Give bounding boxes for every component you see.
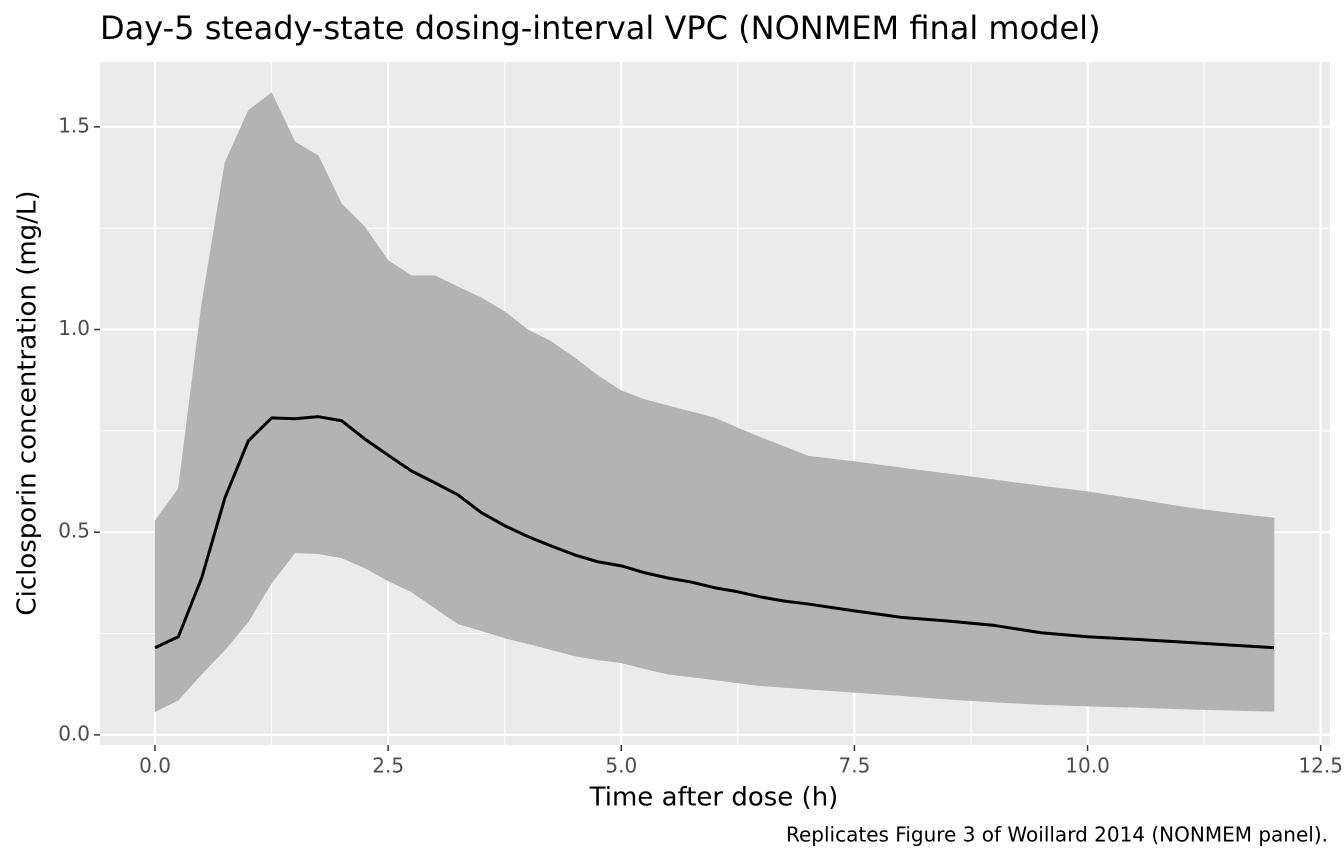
y-axis-title: Ciclosporin concentration (mg/L) [13,190,43,615]
ribbon-segment [854,461,902,696]
chart-title: Day-5 steady-state dosing-interval VPC (… [100,9,1101,47]
y-tick-label: 1.5 [58,113,90,137]
ribbon-segment [714,417,739,684]
ribbon-segment [457,286,482,632]
ribbon-segment [760,437,785,688]
ribbon-segment [900,467,948,700]
ribbon-segment [224,110,249,651]
ribbon-segment [667,405,692,678]
ribbon-segment [1040,485,1088,707]
ribbon-segment [947,473,995,703]
ribbon-segment [784,446,809,690]
ribbon-segment [527,329,552,651]
ribbon-segment [341,203,366,569]
ribbon-segment [247,92,272,623]
ribbon-segment [387,260,412,593]
x-tick-label: 10.0 [1065,754,1110,778]
ribbon-segment [737,427,762,687]
ribbon-segment [481,297,506,639]
y-tick-label: 0.0 [58,721,90,745]
ribbon-segment [1227,512,1275,712]
ribbon-segment [574,357,599,661]
x-tick-label: 7.5 [839,754,871,778]
median-line [154,415,1275,650]
ribbon-segment [1180,506,1228,711]
ribbon-segment [993,479,1042,705]
ribbon-segment [434,275,459,625]
ribbon-segment [807,455,855,693]
ribbon-segment [690,411,715,681]
x-axis-title: Time after dose (h) [589,783,839,813]
ribbon-segment [1087,491,1135,708]
ribbon-segment [364,226,389,582]
x-tick-label: 5.0 [605,754,637,778]
ribbon-segment [317,155,342,559]
ribbon-segment [1133,498,1182,710]
ribbon-segment [154,487,179,713]
ribbon-segment [504,311,529,645]
ribbon-segment [644,399,669,675]
ribbon-segment [620,390,645,670]
caption: Replicates Figure 3 of Woillard 2014 (NO… [786,823,1328,847]
ribbon-segment [271,92,296,584]
x-tick-label: 12.5 [1298,754,1343,778]
x-tick-label: 2.5 [372,754,404,778]
ribbon-segment [411,275,436,609]
ribbon-segment [294,141,319,554]
ribbon-segment [551,341,575,657]
y-tick-label: 1.0 [58,316,90,340]
x-tick-label: 0.0 [139,754,171,778]
ribbon-segment [597,375,622,664]
y-tick-label: 0.5 [58,519,90,543]
